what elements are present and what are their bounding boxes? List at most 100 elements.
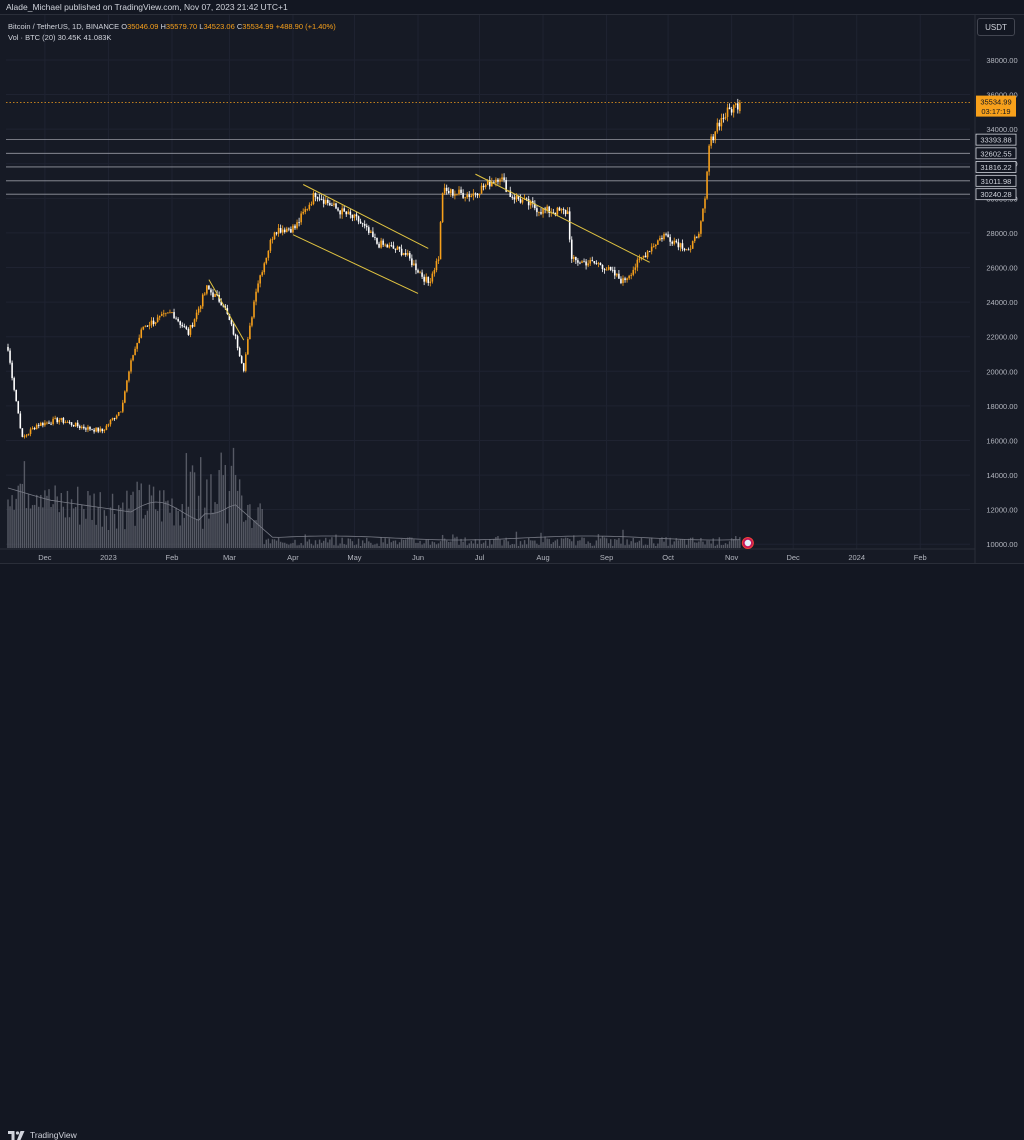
candle-body (312, 193, 315, 204)
candle (255, 288, 257, 306)
y-tick-label[interactable]: 24000.00 (986, 298, 1017, 307)
candle (372, 227, 374, 238)
volume-bar (675, 538, 677, 548)
candle (476, 193, 479, 199)
candle-body (189, 325, 192, 335)
volume-bar (304, 534, 306, 548)
candle-body (685, 249, 688, 251)
candle (737, 98, 739, 114)
ohlc-legend[interactable]: Bitcoin / TetherUS, 1D, BINANCE O35046.0… (8, 22, 336, 31)
x-tick-label[interactable]: Jun (412, 553, 424, 562)
x-tick-label[interactable]: Jul (475, 553, 485, 562)
candle (70, 422, 73, 427)
x-tick-label[interactable]: Mar (223, 553, 236, 562)
trendline[interactable] (475, 173, 650, 263)
x-tick-label[interactable]: Oct (662, 553, 675, 562)
x-tick-label[interactable]: Dec (38, 553, 52, 562)
volume-bar (238, 479, 241, 548)
x-tick-label[interactable]: Feb (914, 553, 927, 562)
x-tick-label[interactable]: 2023 (100, 553, 117, 562)
x-tick-label[interactable]: Feb (166, 553, 179, 562)
tradingview-logo[interactable]: TradingView (8, 1130, 77, 1140)
candle-body (657, 240, 659, 245)
candle-body (558, 207, 561, 211)
candle (368, 225, 370, 235)
candle (556, 206, 559, 217)
candle (316, 196, 319, 202)
candle-body (199, 306, 202, 309)
y-tick-label[interactable]: 36000.00 (986, 91, 1017, 100)
chart-pane[interactable]: 10000.00 12000.00 14000.00 16000.00 18000.00… (0, 14, 1024, 565)
candle (81, 425, 83, 430)
time-axis[interactable]: Dec 2023 Feb Mar Apr May Jun Jul Aug Sep Oct Nov Dec… (0, 15, 976, 565)
candle (300, 211, 302, 225)
volume-bar (398, 542, 401, 548)
volume-bar (130, 494, 132, 548)
candle-body (240, 356, 243, 364)
price-chart[interactable]: 10000.00 12000.00 14000.00 16000.00 18000.00… (0, 15, 1024, 565)
candle-body (429, 281, 432, 283)
candle-body (331, 205, 333, 206)
y-tick-label[interactable]: 34000.00 (986, 125, 1017, 134)
y-tick-label[interactable]: 22000.00 (986, 333, 1017, 342)
y-tick-label[interactable]: 18000.00 (986, 402, 1017, 411)
candle (290, 226, 292, 233)
candle (439, 220, 442, 260)
candle-body (698, 233, 700, 238)
x-tick-label[interactable]: Apr (287, 553, 299, 562)
volume-bar (433, 542, 436, 548)
y-tick-label[interactable]: 14000.00 (986, 471, 1017, 480)
close-label: C (236, 22, 243, 31)
trendline[interactable] (292, 234, 419, 294)
x-tick-label[interactable]: 2024 (848, 553, 865, 562)
trendline[interactable] (302, 184, 429, 249)
volume-bar (583, 537, 585, 548)
x-tick-label[interactable]: May (347, 553, 361, 562)
candles[interactable] (7, 98, 741, 439)
candle (691, 240, 694, 249)
y-tick-label[interactable]: 28000.00 (986, 229, 1017, 238)
y-tick-label[interactable]: 16000.00 (986, 436, 1017, 445)
volume-bar (618, 538, 620, 548)
y-tick-label[interactable]: 20000.00 (986, 367, 1017, 376)
volume-bar (474, 539, 477, 548)
y-tick-label[interactable]: 12000.00 (986, 506, 1017, 515)
candle-body (122, 402, 124, 412)
currency-button[interactable]: USDT (977, 18, 1015, 36)
candle-body (177, 318, 179, 322)
volume-bar (128, 508, 130, 548)
volume-bar (333, 545, 335, 548)
candle (283, 227, 286, 234)
volume-bar (458, 544, 460, 548)
x-tick-label[interactable]: Dec (786, 553, 800, 562)
y-tick-label[interactable]: 38000.00 (986, 56, 1017, 65)
trendlines[interactable] (208, 173, 650, 341)
symbol-label[interactable]: Bitcoin / TetherUS, 1D, BINANCE (8, 22, 120, 31)
trendline[interactable] (208, 279, 245, 341)
candle (589, 257, 591, 267)
volume-bar (450, 541, 452, 548)
candle-body (509, 190, 512, 197)
candle-body (111, 418, 114, 420)
top-bar: Alade_Michael published on TradingView.c… (0, 0, 1024, 14)
candle-body (706, 171, 708, 199)
candle-body (702, 208, 704, 222)
volume-bar (19, 483, 21, 548)
candle-body (400, 248, 403, 256)
candle (136, 342, 138, 352)
price-axis[interactable]: 10000.00 12000.00 14000.00 16000.00 18000.00… (975, 56, 1018, 549)
y-tick-label[interactable]: 26000.00 (986, 264, 1017, 273)
close-value: 35534.99 (242, 22, 274, 31)
candle (238, 346, 241, 357)
change-value: +488.90 (+1.40%) (275, 22, 336, 31)
candle (720, 113, 723, 131)
x-tick-label[interactable]: Aug (536, 553, 549, 562)
candle-body (304, 209, 307, 212)
x-tick-label[interactable]: Sep (600, 553, 613, 562)
volume-legend[interactable]: Vol · BTC (20) 30.45K 41.083K (8, 33, 111, 42)
candle (706, 170, 708, 200)
y-tick-label[interactable]: 10000.00 (986, 540, 1017, 549)
x-tick-label[interactable]: Nov (725, 553, 739, 562)
volume-label[interactable]: Vol · BTC (20) (8, 33, 56, 42)
volume-bar (491, 544, 493, 548)
